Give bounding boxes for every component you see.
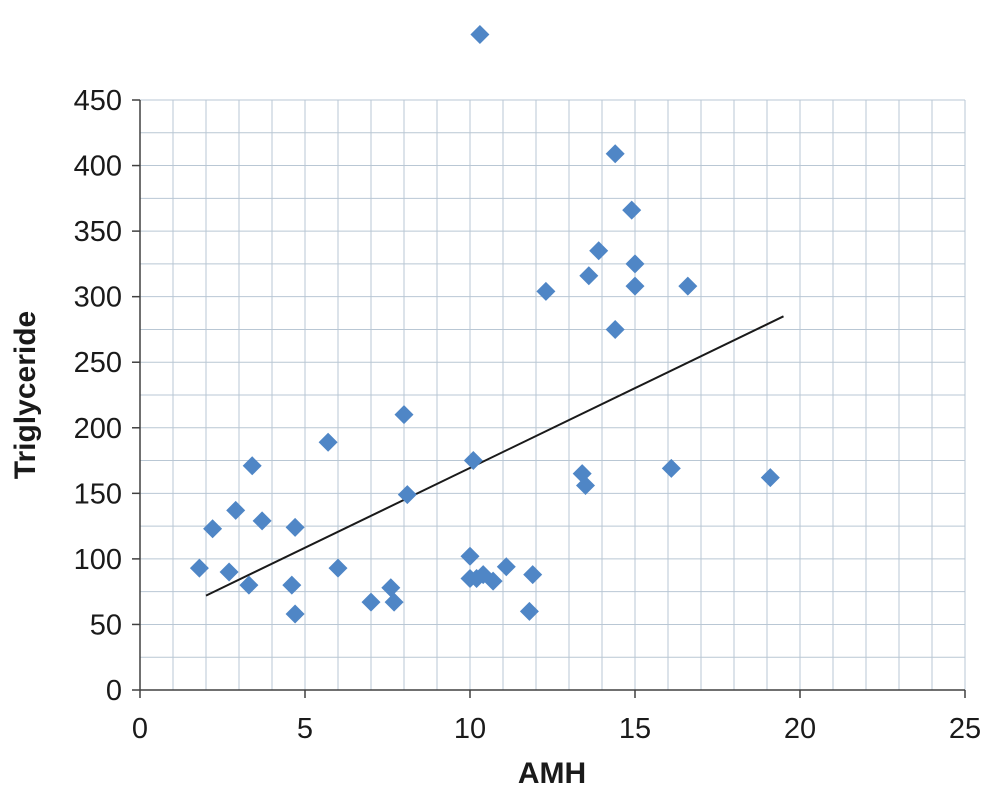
x-tick-label: 10 [454, 713, 486, 745]
y-tick-label: 200 [74, 413, 122, 445]
data-point [463, 451, 483, 471]
data-point [318, 432, 338, 452]
y-tick-label: 400 [74, 151, 122, 183]
y-tick-label: 250 [74, 347, 122, 379]
data-point [605, 319, 625, 339]
data-point [285, 604, 305, 624]
data-point [536, 281, 556, 301]
x-tick-label: 15 [619, 713, 651, 745]
y-tick-label: 100 [74, 544, 122, 576]
data-point [678, 276, 698, 296]
y-tick-label: 450 [74, 85, 122, 117]
data-point [252, 511, 272, 531]
data-point [625, 276, 645, 296]
x-axis-label: AMH [518, 757, 586, 790]
data-point [203, 519, 223, 539]
data-point [760, 468, 780, 488]
data-point [226, 500, 246, 520]
data-point [397, 485, 417, 505]
data-point [576, 475, 595, 495]
data-point [625, 254, 645, 274]
x-tick-label: 25 [949, 713, 981, 745]
data-point [384, 592, 404, 612]
y-axis-label: Triglyceride [9, 311, 42, 479]
data-point [219, 562, 239, 582]
y-tick-label: 300 [74, 282, 122, 314]
data-point [496, 557, 516, 577]
data-point [328, 558, 348, 578]
y-tick-label: 0 [106, 675, 122, 707]
data-point [381, 578, 401, 598]
data-point [579, 266, 599, 286]
trendline [205, 315, 784, 597]
data-point [519, 601, 539, 621]
data-point [285, 517, 305, 537]
x-tick-label: 5 [297, 713, 313, 745]
data-point [460, 546, 480, 566]
data-point [483, 571, 503, 591]
data-point [394, 405, 414, 425]
data-point [605, 144, 625, 164]
y-tick-label: 50 [90, 609, 122, 641]
data-point [589, 241, 609, 261]
data-point [282, 575, 302, 595]
data-point [239, 575, 259, 595]
y-tick-label: 350 [74, 216, 122, 248]
data-point [661, 458, 681, 478]
data-point [622, 200, 642, 220]
data-point [361, 592, 381, 612]
data-point [189, 558, 209, 578]
data-point [242, 456, 262, 476]
data-point [470, 24, 490, 44]
data-point [523, 565, 543, 585]
x-tick-label: 0 [132, 713, 148, 745]
y-tick-label: 150 [74, 478, 122, 510]
x-tick-label: 20 [784, 713, 816, 745]
